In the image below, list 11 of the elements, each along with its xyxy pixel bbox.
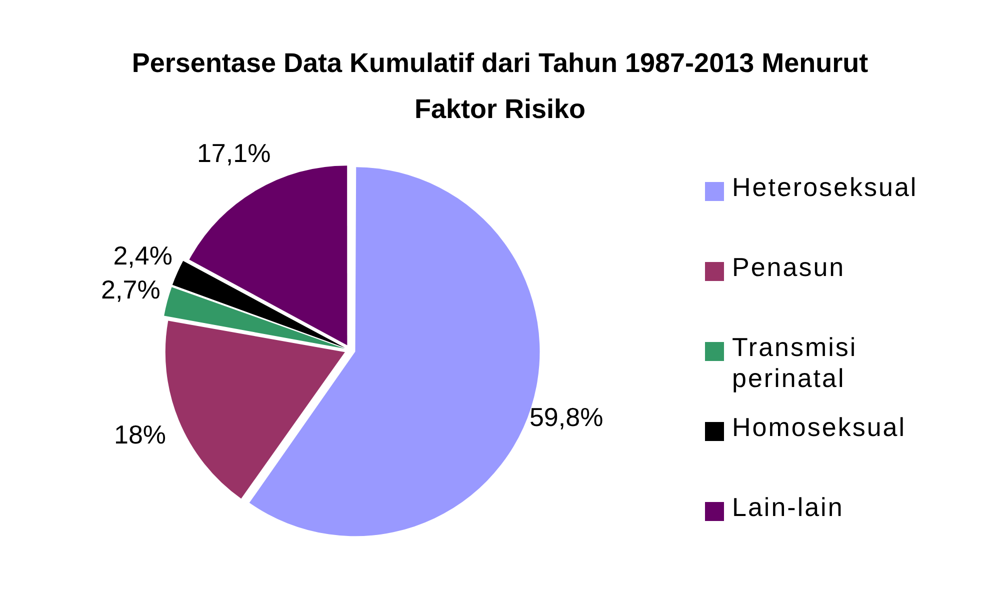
legend-label: Homoseksual xyxy=(732,412,906,443)
data-label: 18% xyxy=(114,419,166,450)
legend-label: Lain-lain xyxy=(732,492,844,523)
data-label: 2,7% xyxy=(101,274,160,305)
data-label: 59,8% xyxy=(529,402,604,432)
data-label: 2,4% xyxy=(113,240,172,270)
legend-label: Penasun xyxy=(732,252,846,283)
data-label: 17,1% xyxy=(196,138,271,168)
chart-title: Persentase Data Kumulatif dari Tahun 1987-2013 Menurut Faktor Risiko xyxy=(130,47,870,126)
legend-label: Heteroseksual xyxy=(732,172,918,203)
legend-label: Transmisi perinatal xyxy=(732,332,858,394)
